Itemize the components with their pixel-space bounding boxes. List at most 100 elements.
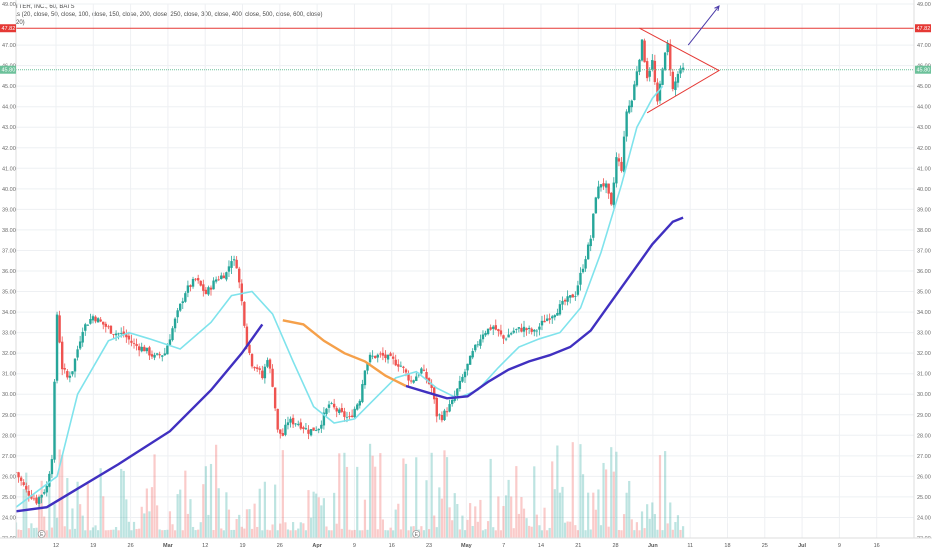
candle-body — [119, 332, 123, 334]
candle-body — [112, 334, 115, 336]
volume-bar — [299, 522, 302, 538]
volume-bar — [681, 526, 685, 538]
volume-bar — [648, 518, 651, 538]
volume-bar — [320, 505, 323, 538]
candle-body — [291, 417, 295, 425]
volume-bar — [79, 504, 82, 538]
volume-bar — [261, 530, 264, 538]
volume-bar — [410, 526, 413, 538]
candle-body — [248, 344, 251, 353]
candle-body — [610, 192, 613, 205]
candle-body — [86, 324, 90, 326]
volume-bar — [227, 509, 231, 538]
candle-body — [304, 428, 308, 430]
volume-bar — [379, 453, 382, 538]
candle-body — [471, 351, 474, 358]
y-tick-label: 43.00 — [917, 125, 931, 131]
volume-bar — [522, 508, 526, 538]
candle-body — [196, 278, 200, 281]
volume-bar — [186, 513, 190, 538]
candle-body — [232, 259, 236, 261]
symmetrical-triangle — [639, 27, 721, 114]
volume-bar — [279, 523, 282, 538]
y-tick-label: 34.00 — [2, 310, 16, 316]
candle-body — [476, 344, 480, 346]
candle-body — [638, 59, 641, 72]
candle-body — [332, 403, 336, 408]
candlestick-series — [14, 38, 685, 509]
candle-body — [486, 328, 490, 335]
volume-bar — [86, 483, 89, 538]
volume-bar — [207, 514, 210, 538]
right-price-axis[interactable]: 49.0047.0046.0045.0044.0043.0042.0041.00… — [913, 0, 932, 550]
candle-body — [669, 44, 672, 71]
candle-body — [76, 349, 79, 358]
y-tick-label: 39.00 — [2, 207, 16, 213]
y-tick-label: 24.00 — [2, 515, 16, 521]
volume-bar — [533, 466, 536, 538]
candle-body — [132, 343, 136, 344]
candle-body — [289, 418, 292, 423]
volume-bar — [666, 523, 669, 538]
candle-body — [463, 371, 467, 378]
volume-bar — [45, 530, 48, 538]
candle-body — [271, 368, 274, 387]
candle-body — [184, 293, 187, 302]
volume-bar — [381, 519, 384, 538]
volume-bar — [612, 471, 615, 538]
volume-bar — [563, 522, 567, 538]
candle-body — [399, 365, 403, 367]
volume-bar — [374, 466, 377, 538]
y-tick-label: 26.00 — [2, 474, 16, 480]
volume-bar — [248, 509, 251, 538]
volume-bar — [127, 521, 130, 538]
volume-bar — [202, 484, 205, 538]
candle-body — [348, 416, 351, 417]
candle-body — [114, 333, 118, 336]
volume-bar — [27, 528, 30, 538]
y-tick-label: 24.00 — [917, 515, 931, 521]
x-tick-label: 19 — [239, 543, 245, 549]
volume-bar — [425, 480, 428, 538]
candle-body — [130, 340, 133, 343]
volume-bar — [402, 458, 405, 538]
volume-bar — [461, 515, 464, 538]
candle-body — [602, 183, 605, 187]
y-tick-label: 30.00 — [2, 392, 16, 398]
volume-bar — [215, 444, 218, 538]
volume-bar — [422, 530, 426, 538]
volume-bar — [107, 530, 110, 538]
candle-body — [635, 71, 639, 86]
candle-body — [468, 355, 472, 365]
price-level-badge-label: 47.82 — [917, 26, 931, 32]
candle-body — [312, 427, 315, 431]
x-tick-label: May — [461, 543, 473, 549]
y-tick-label: 33.00 — [917, 331, 931, 337]
candle-body — [540, 320, 544, 326]
volume-bar — [504, 495, 508, 538]
candle-body — [253, 366, 256, 369]
left-price-axis[interactable]: 49.0047.0046.0045.0044.0043.0042.0041.00… — [0, 0, 17, 550]
volume-bar — [53, 504, 56, 538]
volume-bar — [281, 450, 284, 538]
volume-bar — [330, 530, 333, 538]
volume-bar — [528, 525, 531, 538]
volume-bar — [289, 530, 292, 538]
candle-body — [586, 244, 590, 260]
y-tick-label: 40.00 — [917, 187, 931, 193]
candle-body — [479, 339, 482, 346]
candle-body — [212, 280, 215, 290]
volume-bar — [512, 528, 515, 538]
sma-slow-line — [15, 323, 264, 513]
time-axis[interactable]: 12 19 26 Mar 12 19 26 Apr 9 16 23 May 7 14 21 28 Jun 11 18… — [0, 537, 932, 550]
volume-bar — [543, 507, 546, 538]
candle-body — [450, 399, 454, 405]
volume-bar — [58, 449, 61, 538]
candle-body — [168, 339, 172, 345]
candle-body — [330, 403, 333, 404]
volume-bar — [302, 523, 305, 538]
candle-body — [361, 384, 364, 403]
volume-bar — [274, 484, 277, 538]
candle-body — [438, 414, 441, 416]
